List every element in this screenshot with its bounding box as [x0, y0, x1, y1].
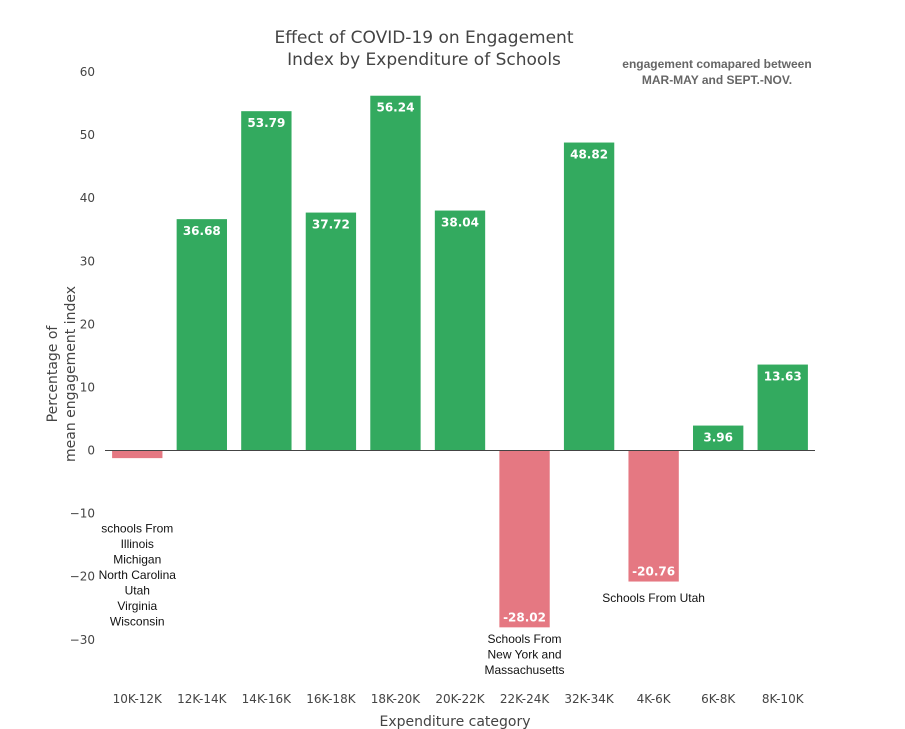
- data-label: -20.76: [632, 565, 675, 579]
- x-tick-label: 22K-24K: [500, 692, 550, 706]
- x-tick-label: 32K-34K: [564, 692, 614, 706]
- y-tick-label: 20: [80, 317, 95, 331]
- annotation-line: Schools From Utah: [602, 591, 705, 605]
- bar-22k-24k: [499, 450, 550, 628]
- y-tick-label: 60: [80, 65, 95, 79]
- data-label: -28.02: [503, 610, 546, 624]
- data-label: 37.72: [312, 218, 350, 232]
- annotation-line: North Carolina: [99, 568, 177, 582]
- y-axis-ticks: 60 50 40 30 20 10 0 −10 −20 −30: [70, 65, 95, 647]
- data-labels: 36.68 53.79 37.72 56.24 38.04 -28.02 48.82 -20.…: [183, 101, 802, 625]
- bar-8k-10k: [757, 364, 808, 451]
- y-tick-label: 0: [87, 444, 95, 458]
- bar-6k-8k: [693, 425, 744, 451]
- data-label: 56.24: [376, 101, 414, 115]
- annotation-line: schools From: [101, 522, 173, 536]
- annotation-line: Schools From: [488, 632, 562, 646]
- y-tick-label: 50: [80, 128, 95, 142]
- annotation-line: New York and: [488, 647, 562, 661]
- bar-4k-6k: [628, 450, 679, 582]
- bar-16k-18k: [305, 212, 357, 451]
- bar-32k-34k: [563, 142, 615, 451]
- x-tick-label: 4K-6K: [637, 692, 672, 706]
- bar-12k-14k: [176, 219, 227, 451]
- x-axis-title: Expenditure category: [379, 714, 530, 729]
- chart-note-line-2: MAR-MAY and SEPT.-NOV.: [642, 73, 792, 87]
- annotation-line: Illinois: [121, 537, 154, 551]
- annotation-line: Wisconsin: [110, 615, 165, 629]
- annotation-line: Michigan: [113, 553, 161, 567]
- y-axis-title-line-1: Percentage of: [45, 325, 61, 423]
- y-tick-label: −10: [70, 507, 95, 521]
- data-label: 13.63: [764, 370, 802, 384]
- x-axis-ticks: 10K-12K 12K-14K 14K-16K 16K-18K 18K-20K 20K-2…: [113, 692, 805, 706]
- chart-title-line-1: Effect of COVID-19 on Engagement: [275, 28, 574, 48]
- annotation-line: Virginia: [117, 599, 157, 613]
- y-tick-label: −30: [70, 633, 95, 647]
- x-tick-label: 20K-22K: [435, 692, 485, 706]
- x-tick-label: 16K-18K: [306, 692, 356, 706]
- bar-14k-16k: [241, 111, 292, 451]
- x-tick-label: 12K-14K: [177, 692, 227, 706]
- data-label: 36.68: [183, 224, 221, 238]
- y-tick-label: 10: [80, 380, 95, 394]
- chart-title: Effect of COVID-19 on Engagement Index b…: [275, 28, 574, 70]
- bars: [112, 95, 808, 628]
- chart-note-line-1: engagement comapared between: [622, 57, 811, 71]
- bar-20k-22k: [434, 210, 486, 451]
- y-tick-label: −20: [70, 570, 95, 584]
- bar-10k-12k: [112, 450, 163, 459]
- chart-title-line-2: Index by Expenditure of Schools: [287, 50, 561, 70]
- y-axis-title-line-2: mean engagement index: [63, 286, 79, 462]
- data-label: 53.79: [247, 116, 285, 130]
- annotation: Schools From Utah: [602, 591, 705, 605]
- y-tick-label: 30: [80, 254, 95, 268]
- data-label: 38.04: [441, 216, 479, 230]
- y-tick-label: 40: [80, 191, 95, 205]
- y-axis-title: Percentage of mean engagement index: [45, 286, 79, 462]
- x-tick-label: 14K-16K: [242, 692, 292, 706]
- data-label: 48.82: [570, 148, 608, 162]
- annotation-line: Massachusetts: [485, 663, 565, 677]
- x-tick-label: 10K-12K: [113, 692, 163, 706]
- annotation-line: Utah: [125, 584, 150, 598]
- data-label: 3.96: [703, 431, 733, 445]
- bar-18k-20k: [370, 95, 421, 451]
- chart-note: engagement comapared between MAR-MAY and…: [622, 57, 811, 87]
- x-tick-label: 8K-10K: [762, 692, 805, 706]
- x-tick-label: 18K-20K: [371, 692, 421, 706]
- x-tick-label: 6K-8K: [701, 692, 736, 706]
